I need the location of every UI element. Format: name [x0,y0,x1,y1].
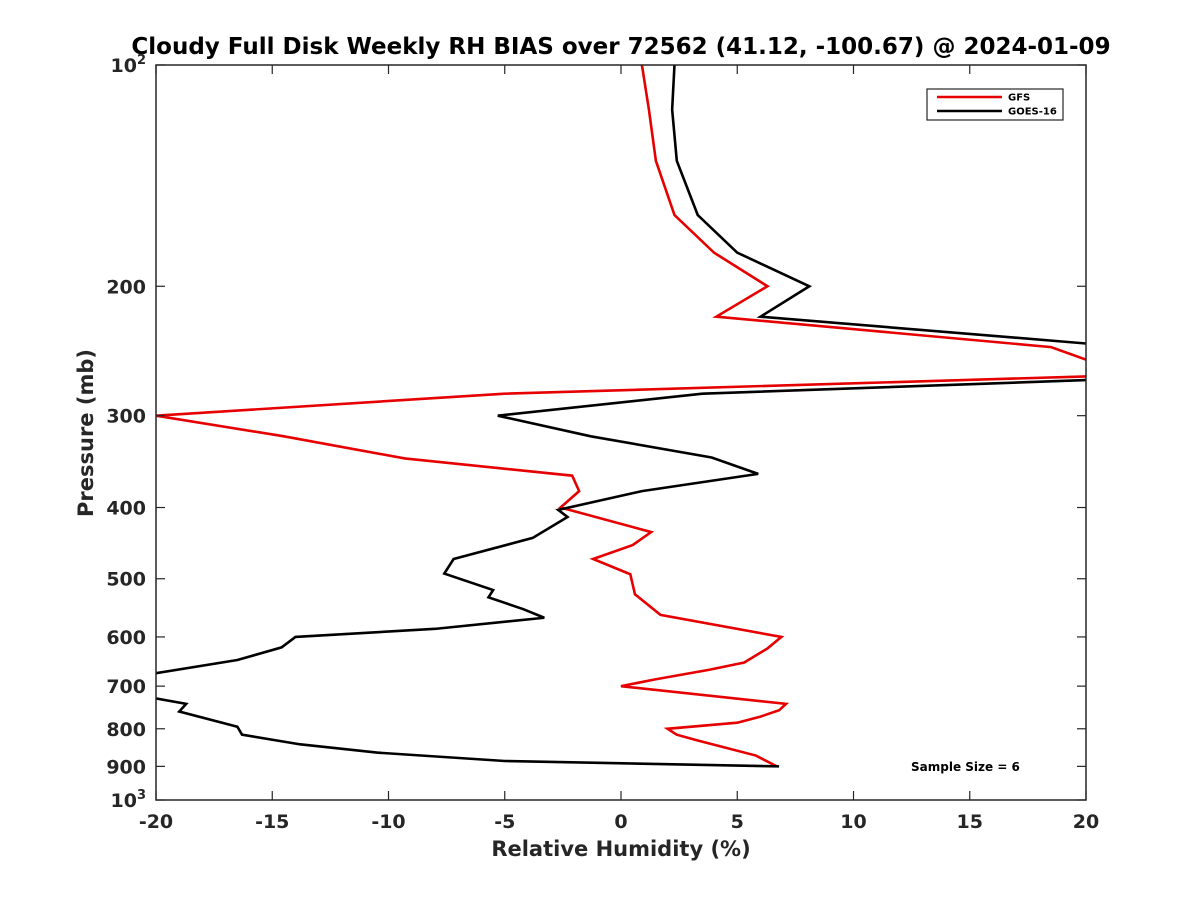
x-tick-label: 15 [957,811,983,833]
y-tick-label: 103 [111,788,147,812]
x-tick-label: -15 [255,811,289,833]
plot-frame [155,64,1087,801]
series-layer [156,65,1086,768]
series-line-goes-16 [156,65,1086,768]
y-tick-label: 102 [111,53,147,77]
x-tick-label: 0 [614,811,627,833]
chart-title: Cloudy Full Disk Weekly RH BIAS over 725… [131,34,1110,60]
x-axis-label: Relative Humidity (%) [491,837,750,861]
y-axis: 102 200 300 400 500 600 700 800 900 103 [106,53,1086,812]
legend: GFS GOES-16 [926,88,1064,121]
x-tick-label: 20 [1073,811,1099,833]
y-tick-label: 800 [106,719,146,741]
y-tick-label: 400 [106,498,146,520]
legend-label-goes-16: GOES-16 [1008,107,1057,118]
y-tick-label: 900 [106,756,146,778]
y-tick-label: 700 [106,676,146,698]
series-line-gfs [156,65,1086,768]
y-tick-label: 600 [106,627,146,649]
x-tick-label: 5 [731,811,744,833]
legend-box [926,88,1064,121]
x-tick-label: -10 [371,811,405,833]
y-axis-label: Pressure (mb) [74,349,98,517]
x-tick-label: -20 [139,811,173,833]
sample-size-annotation: Sample Size = 6 [911,760,1020,774]
x-tick-label: 10 [840,811,866,833]
x-tick-label: -5 [494,811,515,833]
y-tick-label: 500 [106,569,146,591]
x-axis: -20 -15 -10 -5 0 5 10 15 20 [139,65,1099,833]
y-tick-label: 300 [106,406,146,428]
y-tick-label: 200 [106,276,146,298]
legend-label-gfs: GFS [1008,93,1030,104]
